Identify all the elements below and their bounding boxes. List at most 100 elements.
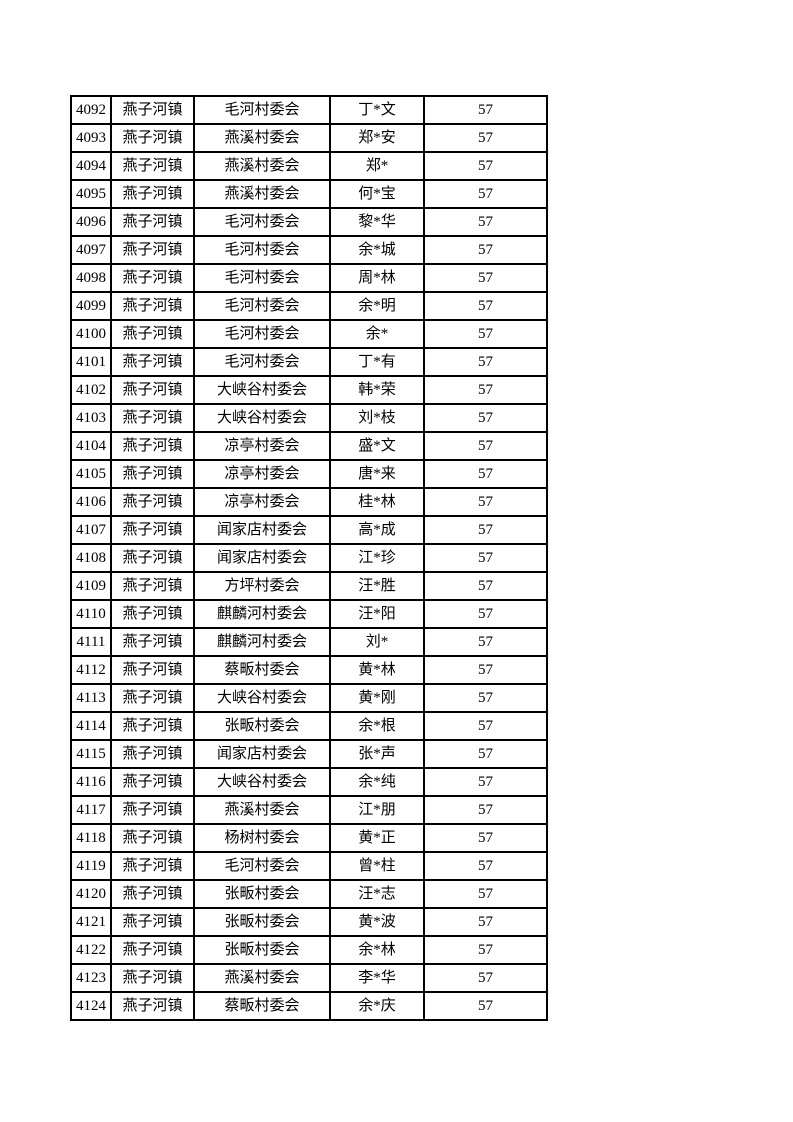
table-row: 4097 燕子河镇 毛河村委会 余*城 57 <box>70 235 548 265</box>
cell-name: 黄*刚 <box>329 683 425 713</box>
cell-name: 周*林 <box>329 263 425 293</box>
cell-value: 57 <box>423 907 548 937</box>
cell-village: 毛河村委会 <box>193 851 331 881</box>
cell-village: 麒麟河村委会 <box>193 599 331 629</box>
table-row: 4120 燕子河镇 张畈村委会 汪*志 57 <box>70 879 548 909</box>
records-table: 4092 燕子河镇 毛河村委会 丁*文 57 4093 燕子河镇 燕溪村委会 郑*安 57 4094… <box>70 95 548 1021</box>
cell-serial: 4119 <box>70 851 112 881</box>
cell-value: 57 <box>423 543 548 573</box>
cell-village: 大峡谷村委会 <box>193 375 331 405</box>
cell-village: 凉亭村委会 <box>193 459 331 489</box>
cell-name: 黄*波 <box>329 907 425 937</box>
cell-name: 丁*文 <box>329 95 425 125</box>
table-row: 4098 燕子河镇 毛河村委会 周*林 57 <box>70 263 548 293</box>
cell-value: 57 <box>423 935 548 965</box>
table-row: 4093 燕子河镇 燕溪村委会 郑*安 57 <box>70 123 548 153</box>
cell-serial: 4117 <box>70 795 112 825</box>
cell-name: 高*成 <box>329 515 425 545</box>
cell-town: 燕子河镇 <box>110 571 195 601</box>
cell-name: 何*宝 <box>329 179 425 209</box>
cell-village: 张畈村委会 <box>193 879 331 909</box>
cell-town: 燕子河镇 <box>110 907 195 937</box>
cell-name: 唐*来 <box>329 459 425 489</box>
cell-village: 大峡谷村委会 <box>193 767 331 797</box>
cell-serial: 4101 <box>70 347 112 377</box>
cell-serial: 4108 <box>70 543 112 573</box>
cell-name: 汪*志 <box>329 879 425 909</box>
cell-village: 毛河村委会 <box>193 95 331 125</box>
cell-village: 毛河村委会 <box>193 347 331 377</box>
cell-name: 刘*枝 <box>329 403 425 433</box>
cell-value: 57 <box>423 319 548 349</box>
cell-name: 江*朋 <box>329 795 425 825</box>
cell-village: 闻家店村委会 <box>193 739 331 769</box>
cell-name: 桂*林 <box>329 487 425 517</box>
table-row: 4106 燕子河镇 凉亭村委会 桂*林 57 <box>70 487 548 517</box>
cell-value: 57 <box>423 879 548 909</box>
cell-serial: 4124 <box>70 991 112 1021</box>
cell-village: 燕溪村委会 <box>193 795 331 825</box>
cell-town: 燕子河镇 <box>110 207 195 237</box>
cell-village: 燕溪村委会 <box>193 123 331 153</box>
cell-name: 汪*胜 <box>329 571 425 601</box>
cell-name: 余*庆 <box>329 991 425 1021</box>
cell-value: 57 <box>423 123 548 153</box>
cell-village: 张畈村委会 <box>193 711 331 741</box>
cell-town: 燕子河镇 <box>110 823 195 853</box>
cell-name: 余*纯 <box>329 767 425 797</box>
cell-value: 57 <box>423 963 548 993</box>
cell-town: 燕子河镇 <box>110 795 195 825</box>
cell-village: 毛河村委会 <box>193 207 331 237</box>
cell-serial: 4107 <box>70 515 112 545</box>
table-row: 4119 燕子河镇 毛河村委会 曾*柱 57 <box>70 851 548 881</box>
cell-value: 57 <box>423 851 548 881</box>
cell-town: 燕子河镇 <box>110 711 195 741</box>
cell-village: 凉亭村委会 <box>193 487 331 517</box>
cell-village: 燕溪村委会 <box>193 151 331 181</box>
cell-town: 燕子河镇 <box>110 151 195 181</box>
cell-village: 毛河村委会 <box>193 291 331 321</box>
cell-serial: 4113 <box>70 683 112 713</box>
cell-value: 57 <box>423 431 548 461</box>
cell-value: 57 <box>423 711 548 741</box>
cell-town: 燕子河镇 <box>110 319 195 349</box>
cell-serial: 4123 <box>70 963 112 993</box>
cell-village: 毛河村委会 <box>193 263 331 293</box>
cell-serial: 4106 <box>70 487 112 517</box>
cell-value: 57 <box>423 627 548 657</box>
cell-serial: 4100 <box>70 319 112 349</box>
cell-serial: 4109 <box>70 571 112 601</box>
cell-value: 57 <box>423 655 548 685</box>
cell-town: 燕子河镇 <box>110 739 195 769</box>
table-row: 4102 燕子河镇 大峡谷村委会 韩*荣 57 <box>70 375 548 405</box>
cell-name: 盛*文 <box>329 431 425 461</box>
cell-town: 燕子河镇 <box>110 963 195 993</box>
cell-village: 大峡谷村委会 <box>193 683 331 713</box>
cell-town: 燕子河镇 <box>110 991 195 1021</box>
cell-value: 57 <box>423 95 548 125</box>
table-row: 4095 燕子河镇 燕溪村委会 何*宝 57 <box>70 179 548 209</box>
cell-serial: 4112 <box>70 655 112 685</box>
table-row: 4109 燕子河镇 方坪村委会 汪*胜 57 <box>70 571 548 601</box>
cell-value: 57 <box>423 263 548 293</box>
cell-value: 57 <box>423 991 548 1021</box>
cell-name: 郑* <box>329 151 425 181</box>
cell-town: 燕子河镇 <box>110 235 195 265</box>
cell-village: 张畈村委会 <box>193 935 331 965</box>
cell-value: 57 <box>423 599 548 629</box>
cell-value: 57 <box>423 459 548 489</box>
cell-serial: 4097 <box>70 235 112 265</box>
cell-town: 燕子河镇 <box>110 935 195 965</box>
cell-town: 燕子河镇 <box>110 655 195 685</box>
table-row: 4114 燕子河镇 张畈村委会 余*根 57 <box>70 711 548 741</box>
cell-town: 燕子河镇 <box>110 851 195 881</box>
cell-serial: 4111 <box>70 627 112 657</box>
cell-serial: 4094 <box>70 151 112 181</box>
table-row: 4105 燕子河镇 凉亭村委会 唐*来 57 <box>70 459 548 489</box>
cell-serial: 4114 <box>70 711 112 741</box>
cell-village: 毛河村委会 <box>193 235 331 265</box>
cell-village: 方坪村委会 <box>193 571 331 601</box>
table-row: 4118 燕子河镇 杨树村委会 黄*正 57 <box>70 823 548 853</box>
cell-name: 丁*有 <box>329 347 425 377</box>
